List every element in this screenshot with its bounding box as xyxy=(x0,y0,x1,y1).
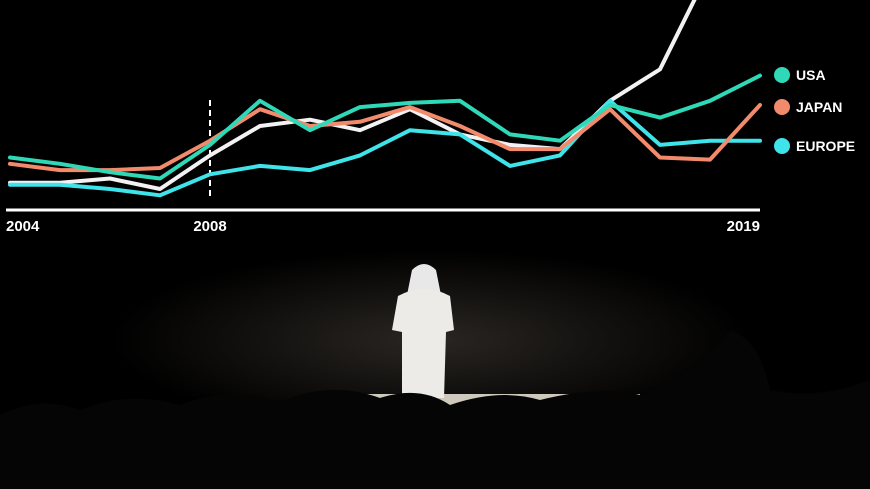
series-group xyxy=(8,0,762,198)
legend-label: USA xyxy=(796,67,826,83)
legend-swatch xyxy=(774,99,790,115)
x-tick-label: 2019 xyxy=(727,218,760,235)
legend-label: JAPAN xyxy=(796,99,842,115)
series-line xyxy=(8,98,762,198)
legend-label: EUROPE xyxy=(796,138,855,154)
series-line xyxy=(8,103,762,173)
x-tick-label: 2008 xyxy=(193,218,226,235)
x-tick-label: 2004 xyxy=(6,218,40,235)
legend-swatch xyxy=(774,67,790,83)
series-line xyxy=(8,73,762,181)
speaker xyxy=(392,264,454,398)
plot: 2004 2008 2019 USA JAPAN EUROPE xyxy=(6,0,855,235)
legend-swatch xyxy=(774,138,790,154)
audience-silhouette xyxy=(0,330,870,489)
